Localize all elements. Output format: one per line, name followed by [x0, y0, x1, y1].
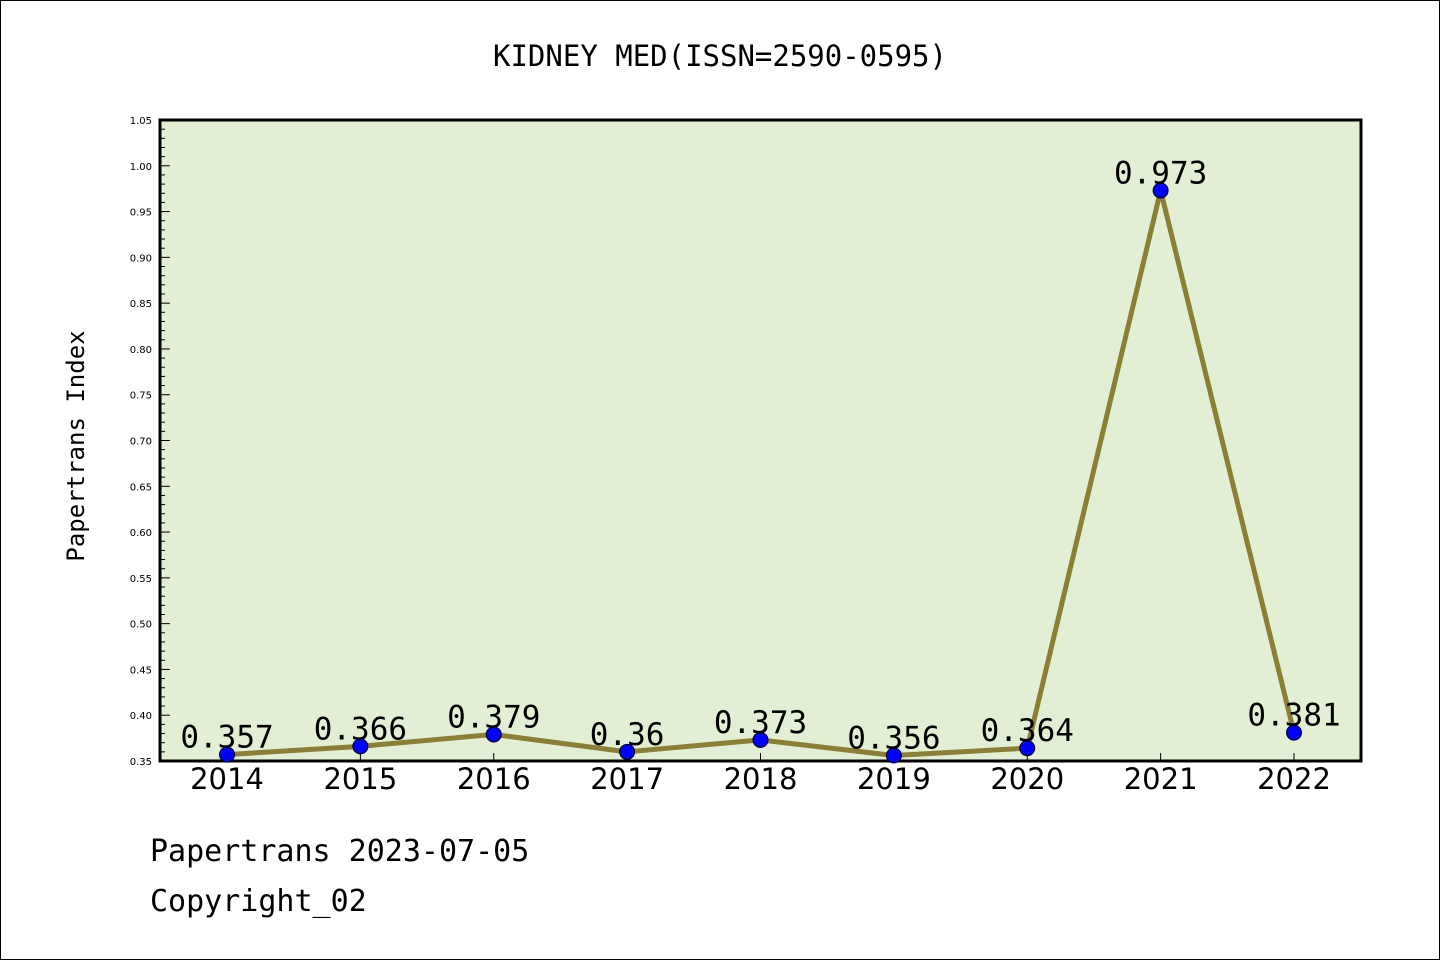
y-tick-label: 0.55	[130, 574, 152, 585]
y-tick-label: 0.60	[130, 528, 152, 539]
y-tick-label: 0.35	[130, 757, 152, 768]
data-point	[752, 731, 769, 748]
y-tick-label: 0.90	[130, 253, 152, 264]
data-label: 0.379	[447, 699, 540, 735]
x-tick-label: 2017	[590, 762, 664, 796]
data-label: 0.366	[314, 711, 407, 747]
y-tick-label: 0.75	[130, 391, 152, 402]
data-point	[619, 743, 636, 760]
y-tick-label: 0.50	[130, 620, 152, 631]
y-tick-label: 1.00	[130, 162, 152, 173]
data-label: 0.364	[981, 713, 1074, 749]
x-tick-label: 2019	[857, 762, 931, 796]
data-label: 0.973	[1114, 156, 1207, 192]
y-tick-label: 0.70	[130, 437, 152, 448]
data-labels: 0.357 0.366 0.379 0.36 0.373 0.356 0.364 0.973 0…	[180, 156, 1340, 757]
plot-area	[158, 118, 1363, 763]
y-tick-label: 1.05	[130, 116, 152, 127]
data-label: 0.381	[1247, 698, 1340, 734]
y-axis-ticks: 0.35 0.40 0.45 0.50 0.55 0.60 0.65 0.70 0.75 0.80…	[130, 116, 170, 768]
x-tick-label: 2014	[190, 762, 264, 796]
data-label: 0.357	[180, 720, 273, 756]
x-tick-label: 2015	[323, 762, 397, 796]
data-label: 0.356	[847, 721, 940, 757]
y-tick-label: 0.95	[130, 208, 152, 219]
footer-copyright: Copyright_02	[150, 884, 367, 919]
data-point	[219, 746, 235, 763]
data-label: 0.36	[590, 717, 665, 753]
x-tick-label: 2016	[457, 762, 531, 796]
y-tick-label: 0.40	[130, 711, 152, 722]
data-points	[219, 182, 1302, 764]
y-tick-label: 0.85	[130, 299, 152, 310]
footer-date: Papertrans 2023-07-05	[150, 834, 530, 869]
data-point	[485, 726, 502, 743]
x-axis-ticks: 2014 2015 2016 2017 2018 2019 2020 2021 2022	[190, 753, 1331, 796]
y-axis-label: Papertrans Index	[62, 330, 90, 561]
data-point	[1152, 182, 1169, 199]
chart-title: KIDNEY MED(ISSN=2590-0595)	[493, 39, 947, 73]
x-tick-label: 2022	[1257, 762, 1331, 796]
data-label: 0.373	[714, 705, 807, 741]
data-point	[885, 747, 902, 764]
y-tick-label: 0.45	[130, 665, 152, 676]
data-point	[352, 738, 369, 755]
y-tick-label: 0.80	[130, 345, 152, 356]
y-tick-label: 0.65	[130, 482, 152, 493]
x-tick-label: 2021	[1124, 762, 1198, 796]
data-point	[1286, 724, 1302, 741]
x-tick-label: 2018	[724, 762, 798, 796]
x-tick-label: 2020	[990, 762, 1064, 796]
data-point	[1019, 740, 1036, 757]
